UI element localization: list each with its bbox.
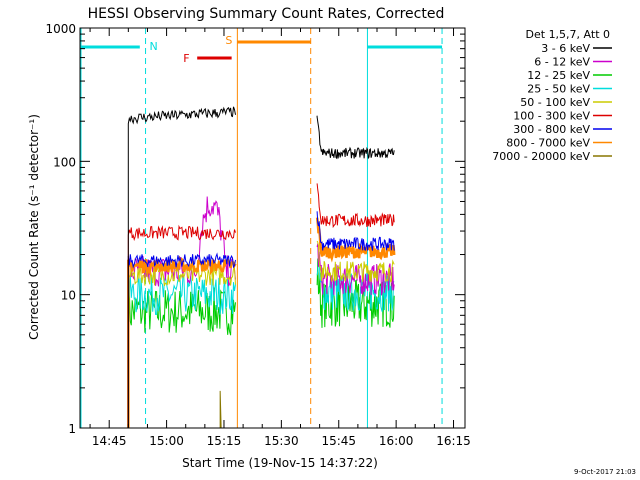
x-axis-label: Start Time (19-Nov-15 14:37:22): [182, 456, 378, 470]
saa-flag-label: S: [225, 34, 232, 47]
x-tick-label: 15:30: [264, 434, 299, 448]
y-tick-label: 100: [53, 155, 76, 169]
series-50-100-kev-line: [316, 240, 395, 283]
series-25-50-kev-line: [127, 274, 236, 429]
series-12-25-kev-line: [127, 287, 236, 429]
legend-entry-label: 7000 - 20000 keV: [492, 150, 590, 163]
series-300-800-kev-line: [127, 252, 236, 429]
chart-title: HESSI Observing Summary Count Rates, Cor…: [88, 6, 445, 22]
x-tick-label: 16:15: [436, 434, 471, 448]
x-tick-label: 14:45: [92, 434, 127, 448]
legend-entry-label: 300 - 800 keV: [513, 123, 590, 136]
series-3-6-kev-line: [316, 115, 395, 160]
legend-entry-label: 50 - 100 keV: [520, 96, 590, 109]
plot-frame: [79, 27, 466, 429]
series-800-7000-kev-line: [315, 217, 396, 263]
x-tick-label: 16:00: [379, 434, 414, 448]
legend-entry-label: 3 - 6 keV: [541, 42, 590, 55]
series-25-50-kev-line: [316, 255, 395, 312]
y-tick-label: 10: [61, 289, 76, 303]
series-layer: [127, 106, 396, 429]
series-100-300-kev-line: [316, 183, 395, 229]
series-300-800-kev-line: [316, 211, 395, 251]
y-tick-label: 1000: [45, 22, 76, 36]
legend-entry-label: 12 - 25 keV: [527, 69, 590, 82]
series-3-6-kev-line: [127, 106, 236, 429]
legend-entry-label: 100 - 300 keV: [513, 110, 590, 123]
y-tick-label: 1: [68, 422, 76, 436]
axes: 14:45 15:00 15:15 15:30 15:45 16:00 16:15 1 10 10…: [45, 22, 470, 448]
timestamp: 9-Oct-2017 21:03: [574, 468, 636, 476]
legend-entry-label: 6 - 12 keV: [534, 56, 590, 69]
x-tick-label: 15:45: [321, 434, 356, 448]
series-100-300-kev-line: [127, 224, 236, 429]
series-7000-20000-kev-line: [128, 390, 222, 429]
night-flag-label: N: [150, 40, 158, 53]
flare-flag-label: F: [183, 52, 189, 65]
y-axis-label: Corrected Count Rate (s⁻¹ detector⁻¹): [27, 114, 41, 340]
legend-header: Det 1,5,7, Att 0: [526, 28, 610, 41]
legend-entry-label: 25 - 50 keV: [527, 83, 590, 96]
x-tick-label: 15:15: [207, 434, 242, 448]
legend-entry-label: 800 - 7000 keV: [506, 137, 590, 150]
observing-flags: N F S: [80, 28, 443, 428]
x-tick-label: 15:00: [149, 434, 184, 448]
